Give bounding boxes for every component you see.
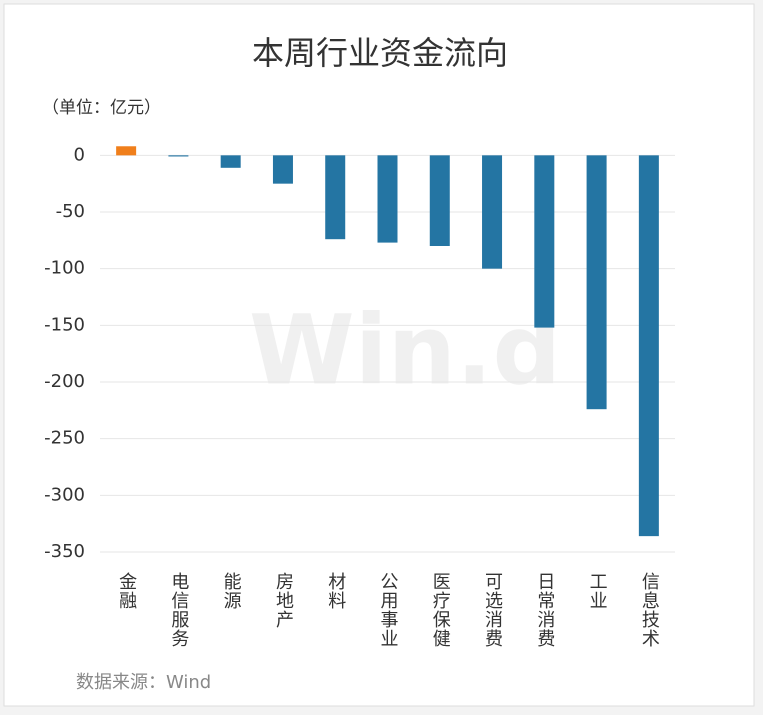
y-tick-label: -100 bbox=[44, 258, 85, 279]
bar bbox=[429, 155, 450, 246]
y-tick-label: -150 bbox=[44, 314, 85, 335]
x-tick-label: 材料 bbox=[325, 572, 346, 610]
source: 数据来源：Wind bbox=[76, 672, 211, 693]
bar bbox=[482, 155, 503, 269]
x-tick-label: 医疗保健 bbox=[430, 572, 451, 648]
bar bbox=[534, 155, 555, 328]
bar bbox=[168, 155, 189, 157]
bar bbox=[377, 155, 398, 243]
bar bbox=[220, 155, 241, 168]
x-tick-label: 能源 bbox=[221, 572, 242, 610]
bar bbox=[325, 155, 346, 240]
y-tick-label: -250 bbox=[44, 428, 85, 449]
bar bbox=[116, 146, 137, 156]
y-tick-label: -200 bbox=[44, 371, 85, 392]
x-tick-label: 电信服务 bbox=[168, 572, 189, 648]
y-tick-label: 0 bbox=[74, 144, 85, 165]
x-tick-label: 公用事业 bbox=[378, 572, 399, 648]
bar bbox=[272, 155, 293, 184]
x-tick-label: 房地产 bbox=[273, 572, 294, 629]
y-tick-label: -50 bbox=[56, 201, 85, 222]
chart-title: 本周行业资金流向 bbox=[252, 34, 508, 72]
unit-label: （单位：亿元） bbox=[42, 98, 161, 118]
frame bbox=[3, 3, 755, 707]
watermark: Win.d bbox=[249, 294, 561, 406]
bar bbox=[638, 155, 659, 537]
y-tick-label: -350 bbox=[44, 541, 85, 562]
x-tick-label: 日常消费 bbox=[534, 572, 555, 648]
bar bbox=[586, 155, 607, 410]
y-tick-label: -300 bbox=[44, 484, 85, 505]
x-tick-label: 金融 bbox=[116, 572, 137, 610]
x-tick-label: 工业 bbox=[587, 572, 608, 610]
x-tick-label: 信息技术 bbox=[639, 572, 660, 648]
x-tick-label: 可选消费 bbox=[482, 572, 503, 648]
